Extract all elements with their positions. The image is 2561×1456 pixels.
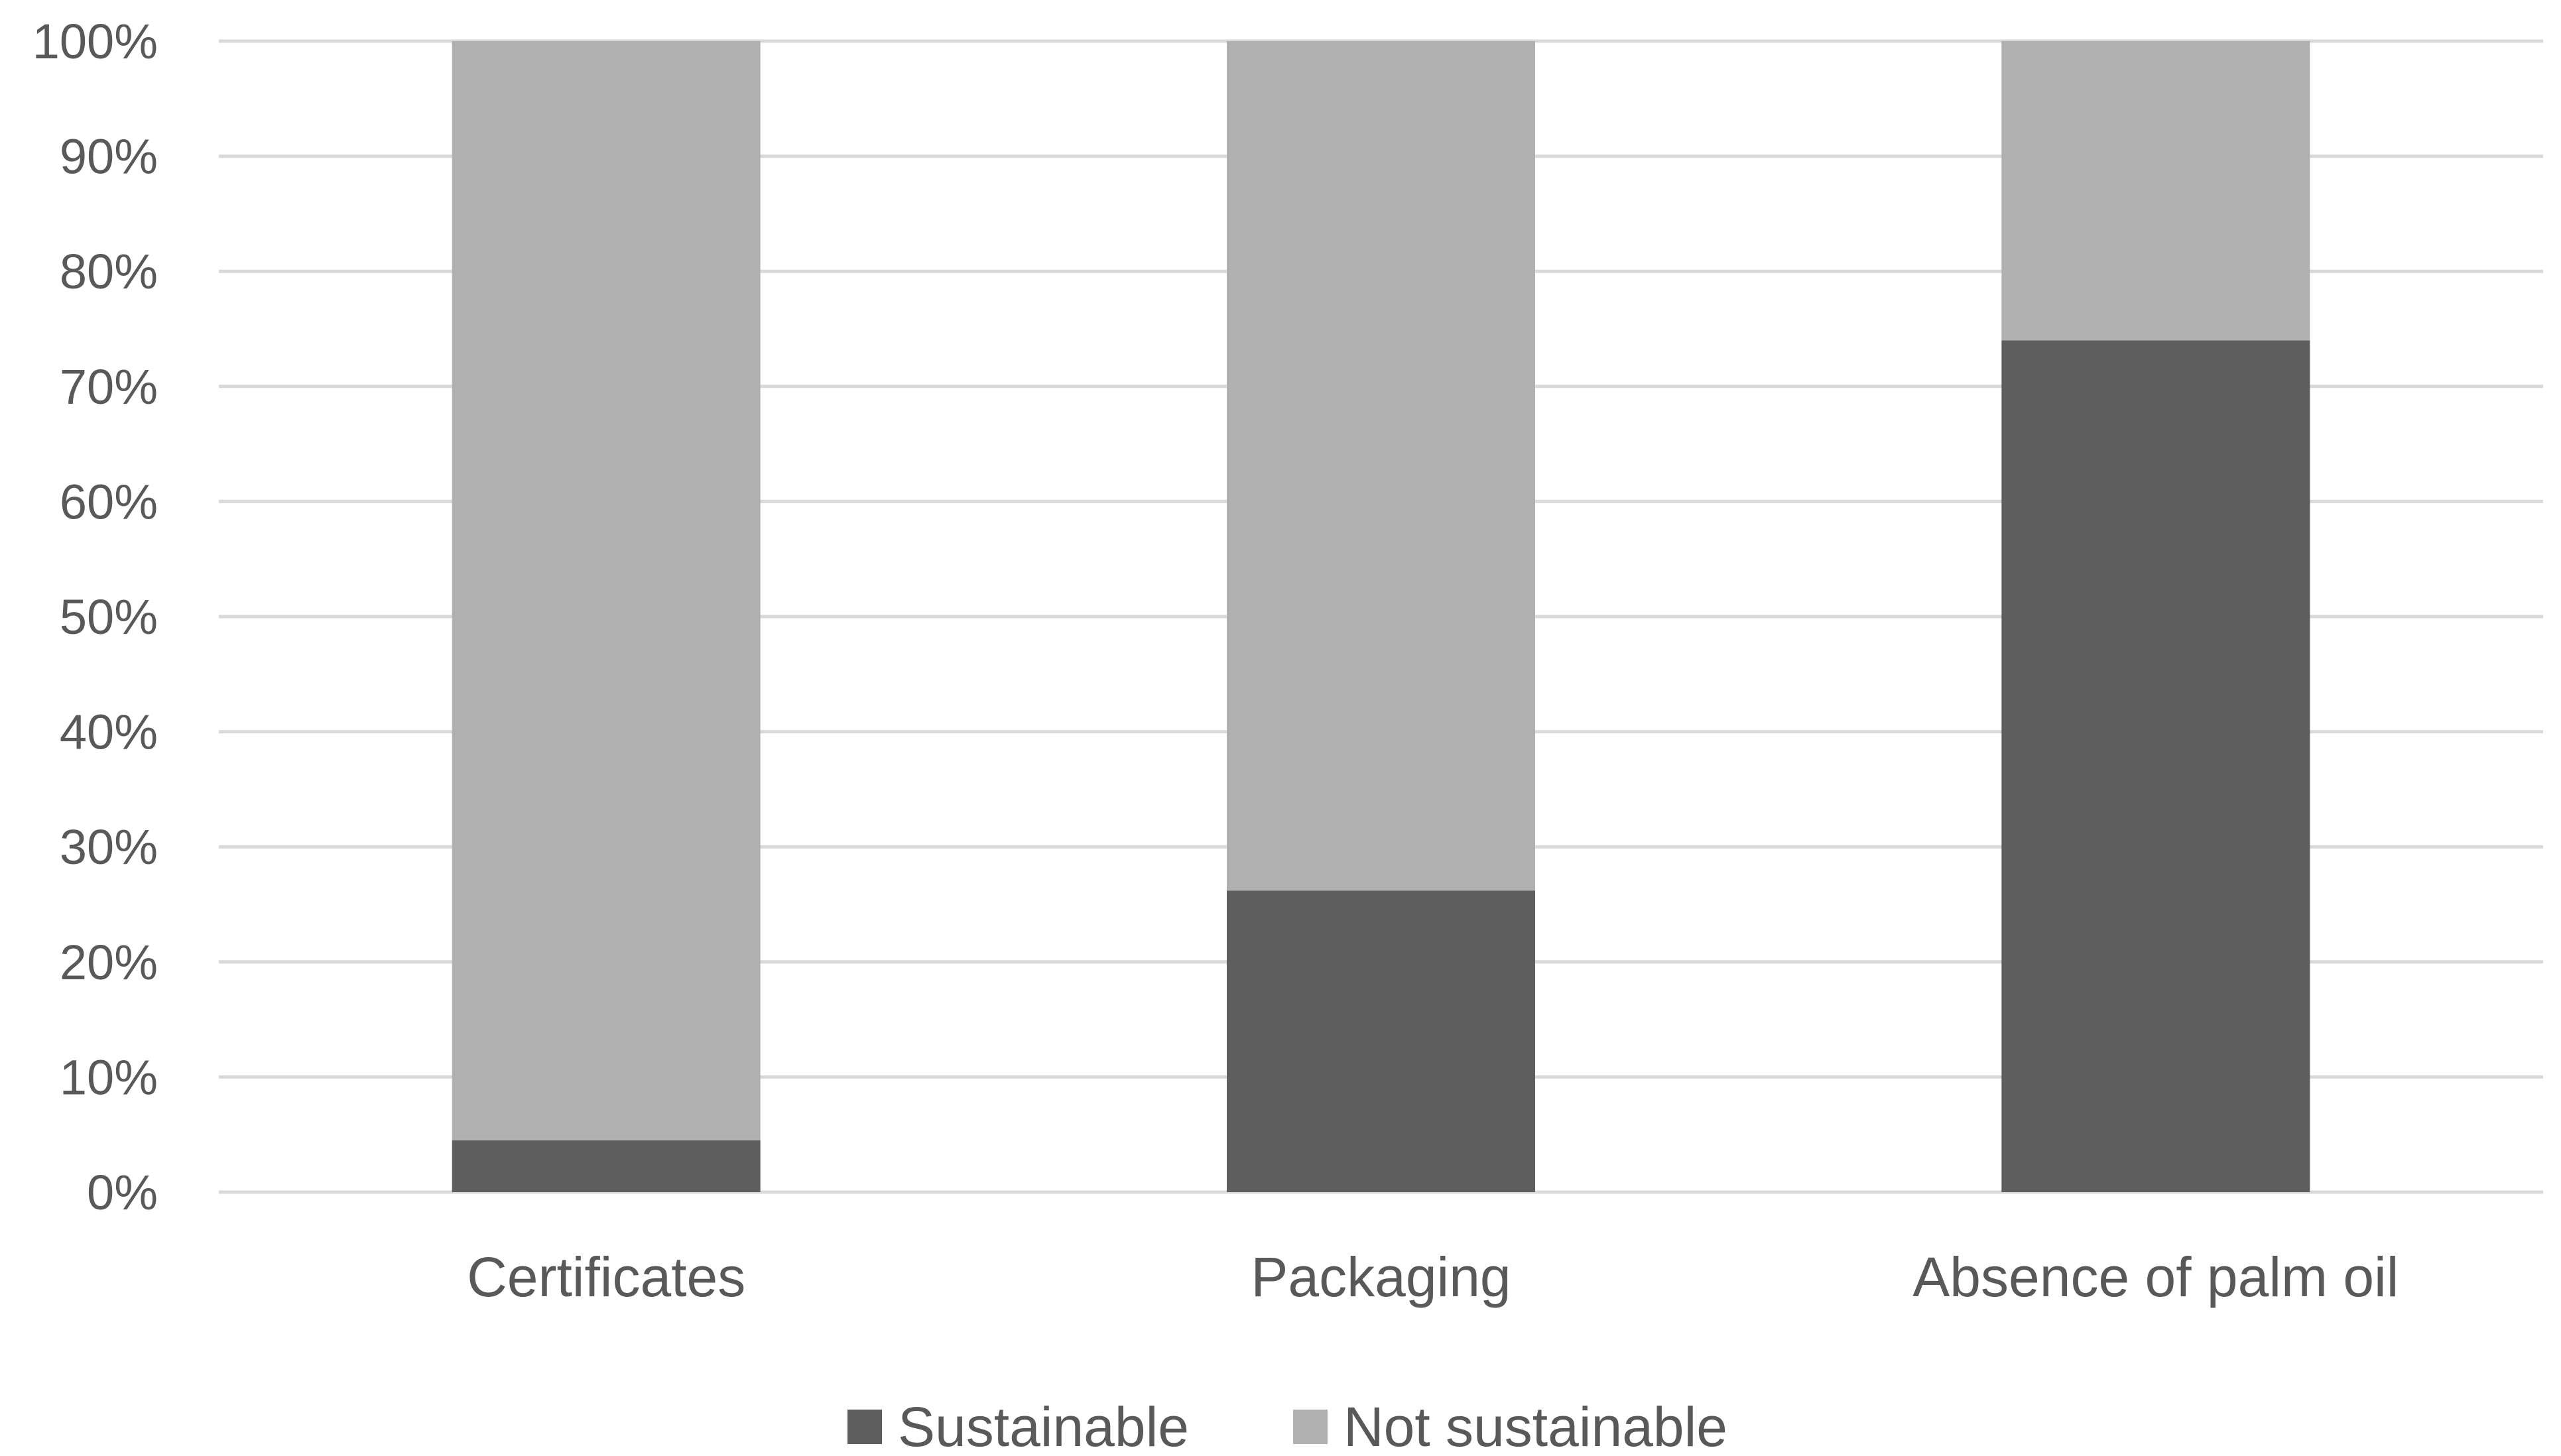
bar-segment bbox=[1227, 890, 1535, 1192]
bar-segment bbox=[2001, 340, 2310, 1192]
y-tick-label: 30% bbox=[60, 819, 158, 875]
x-category-label: Packaging bbox=[1251, 1246, 1511, 1308]
x-axis-category-labels: Certificates Packaging Absence of palm oil bbox=[467, 1246, 2399, 1308]
bar-segment bbox=[1227, 41, 1535, 891]
legend-label: Not sustainable bbox=[1343, 1396, 1727, 1456]
y-tick-label: 0% bbox=[87, 1165, 158, 1220]
y-tick-label: 40% bbox=[60, 705, 158, 760]
bar-segment bbox=[2001, 41, 2310, 341]
x-category-label: Certificates bbox=[467, 1246, 745, 1308]
x-category-label: Absence of palm oil bbox=[1912, 1246, 2399, 1308]
y-tick-label: 10% bbox=[60, 1050, 158, 1105]
y-tick-label: 80% bbox=[60, 244, 158, 299]
y-tick-label: 20% bbox=[60, 935, 158, 990]
bars bbox=[452, 41, 2310, 1192]
legend-swatch bbox=[1293, 1410, 1328, 1444]
bar-segment bbox=[452, 41, 761, 1140]
bar-segment bbox=[452, 1140, 761, 1192]
y-tick-label: 60% bbox=[60, 474, 158, 529]
y-tick-label: 90% bbox=[60, 129, 158, 184]
y-axis-tick-labels: 0% 10% 20% 30% 40% 50% 60% 70% 80% 90% 100% bbox=[32, 14, 158, 1220]
legend-label: Sustainable bbox=[898, 1396, 1189, 1456]
y-tick-label: 50% bbox=[60, 589, 158, 644]
y-tick-label: 70% bbox=[60, 359, 158, 414]
legend: Sustainable Not sustainable bbox=[847, 1396, 1727, 1456]
y-tick-label: 100% bbox=[32, 14, 158, 69]
legend-swatch bbox=[847, 1410, 882, 1444]
